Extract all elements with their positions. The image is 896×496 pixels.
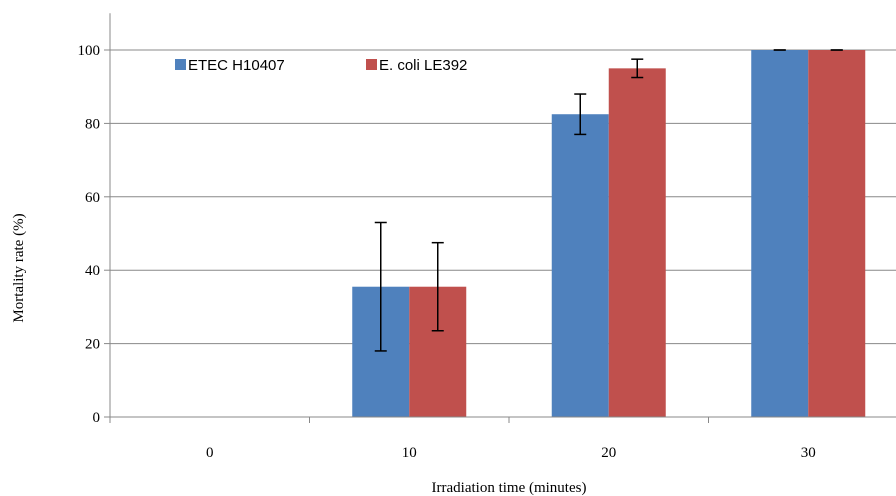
y-tick-label: 0: [93, 410, 101, 426]
bar-ecoli-30: [808, 50, 866, 417]
y-tick-label: 20: [85, 337, 100, 353]
x-tick-label: 10: [402, 445, 417, 461]
bar-ecoli-20: [608, 68, 666, 417]
x-tick-label: 30: [801, 445, 816, 461]
legend: ETEC H10407 E. coli LE392: [175, 57, 467, 74]
legend-label: E. coli LE392: [379, 57, 467, 74]
bars: [352, 50, 866, 417]
legend-swatch: [366, 59, 377, 70]
bar-etec-20: [551, 114, 609, 417]
y-tick-label: 40: [85, 263, 100, 279]
error-bars: [374, 49, 843, 352]
x-tick-labels: 0 10 20 30: [206, 445, 816, 461]
legend-swatch: [175, 59, 186, 70]
y-tick-label: 100: [78, 43, 101, 59]
y-tick-labels: 0 20 40 60 80 100: [78, 43, 101, 426]
x-tick-label: 20: [601, 445, 616, 461]
y-tick-label: 80: [85, 116, 100, 132]
bar-etec-30: [751, 50, 809, 417]
x-axis-title: Irradiation time (minutes): [432, 480, 587, 496]
y-axis-title: Mortality rate (%): [11, 213, 27, 322]
axes: [104, 13, 896, 423]
y-tick-label: 60: [85, 190, 100, 206]
x-tick-label: 0: [206, 445, 214, 461]
legend-label: ETEC H10407: [188, 57, 285, 74]
